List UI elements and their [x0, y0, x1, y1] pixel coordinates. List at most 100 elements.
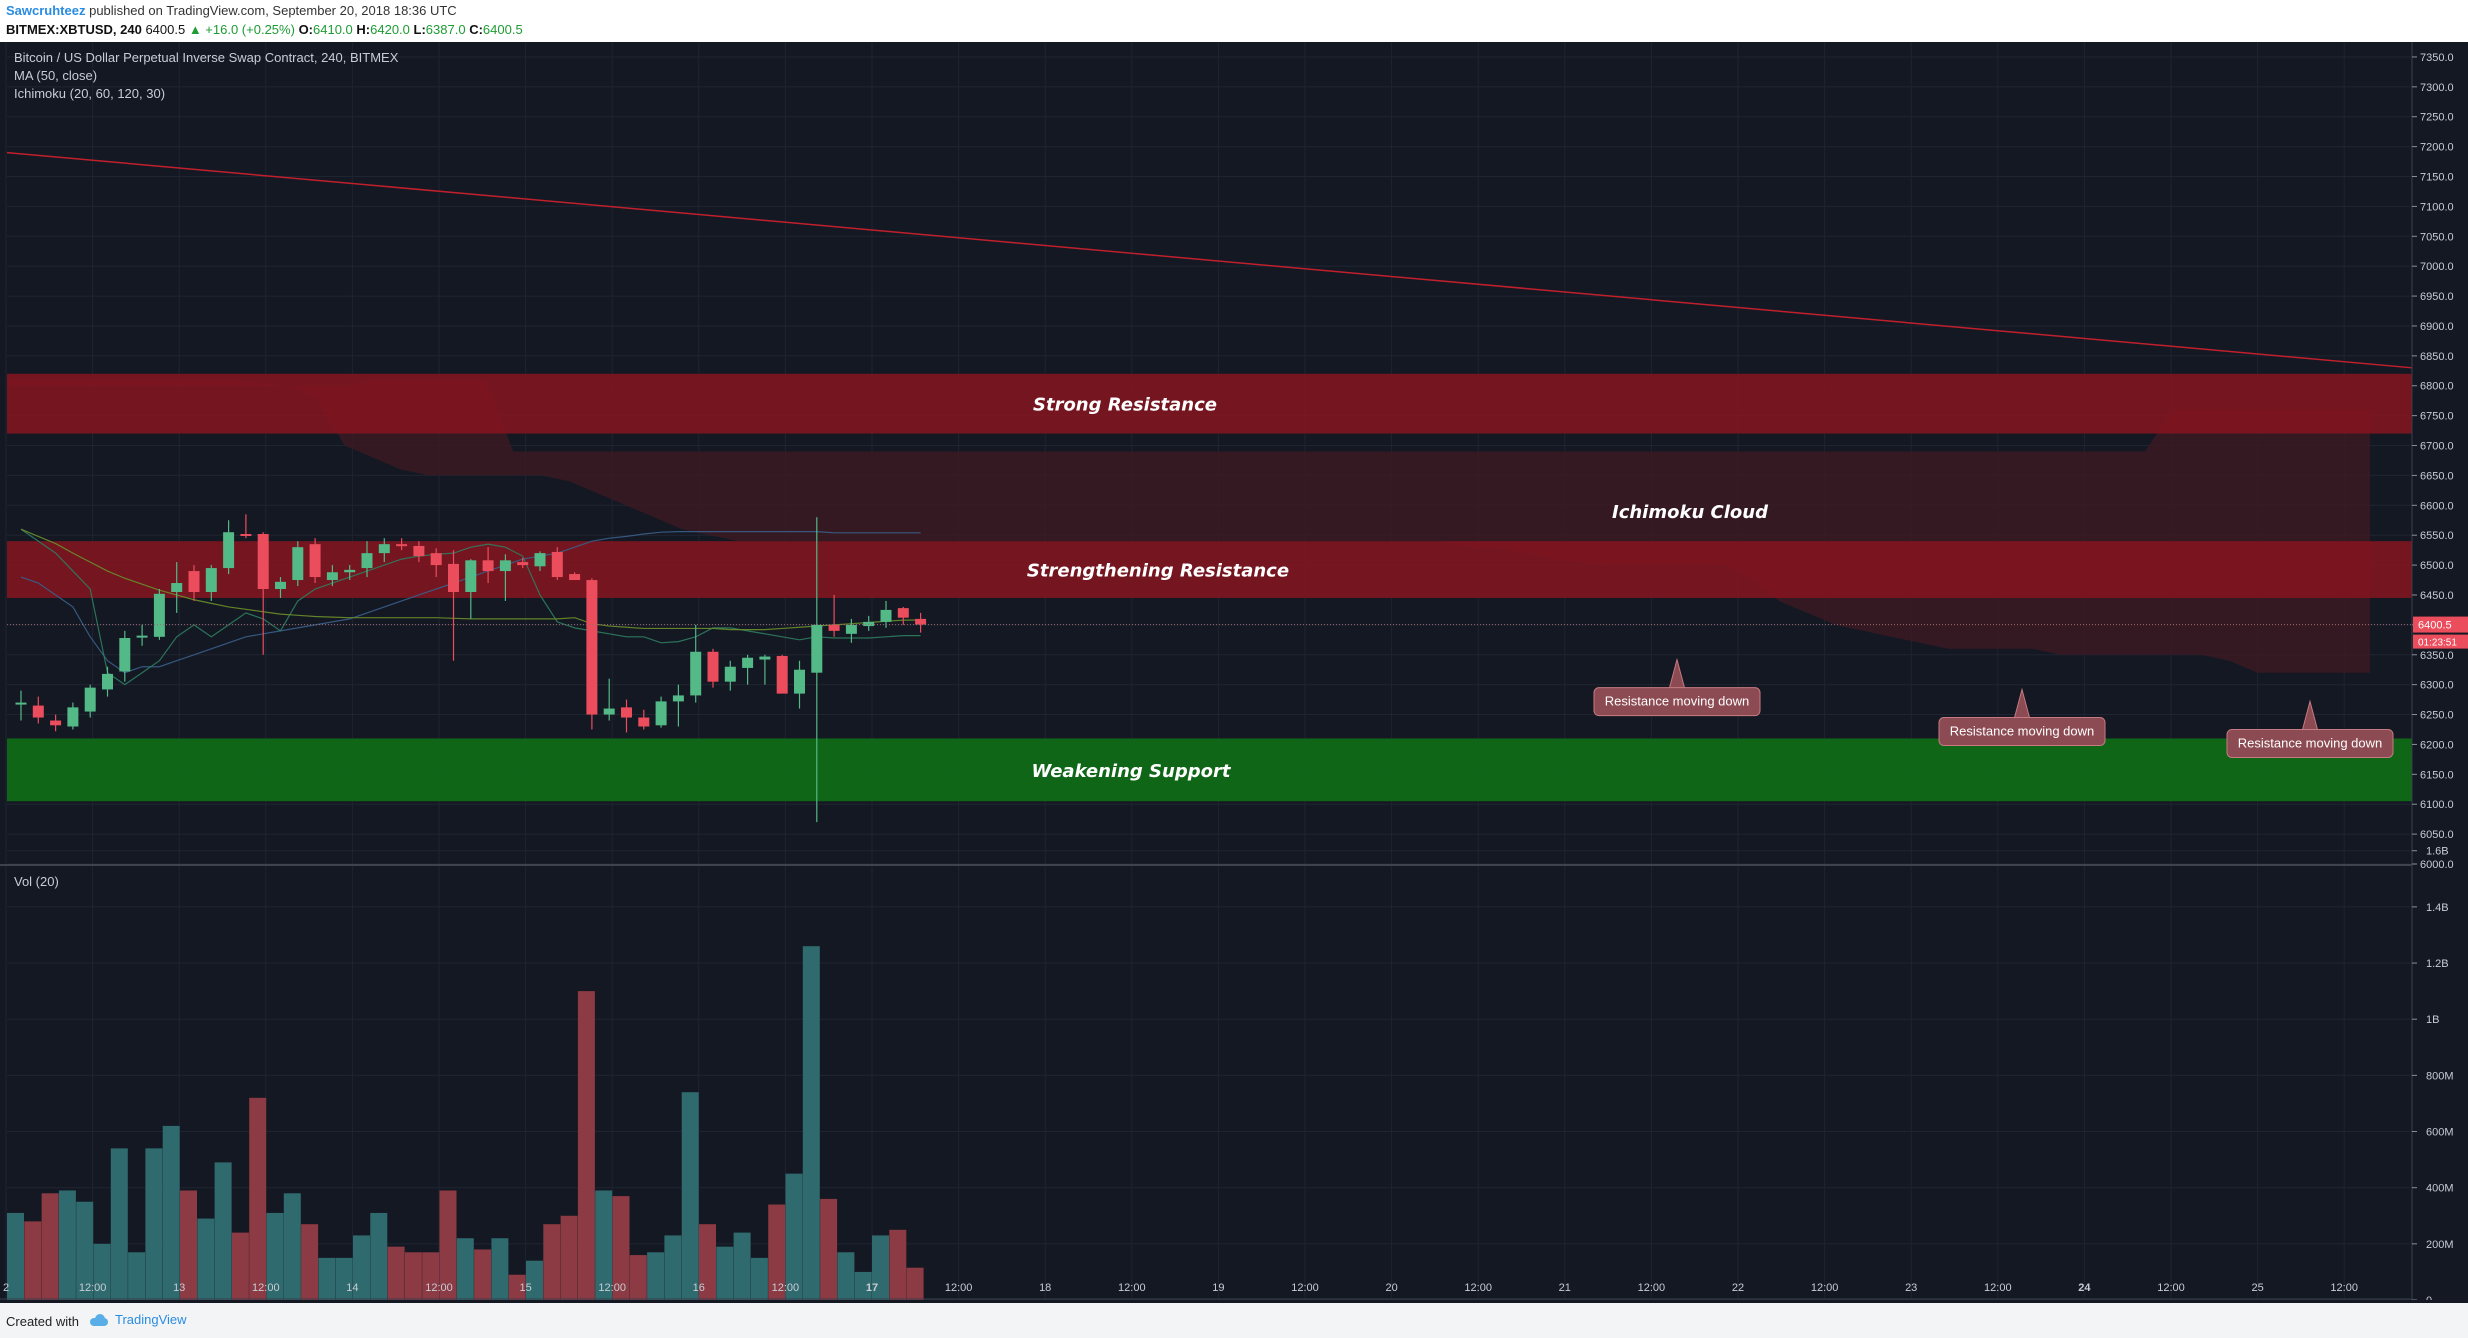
zone-label: Strong Resistance [1033, 395, 1217, 416]
ma-legend[interactable]: MA (50, close) [14, 68, 98, 83]
ichimoku-legend[interactable]: Ichimoku (20, 60, 120, 30) [14, 86, 166, 101]
volume-bar [93, 1243, 111, 1300]
price-tick-label: 6200.0 [2420, 739, 2454, 751]
time-tick-label: 20 [1385, 1282, 1397, 1294]
tradingview-cloud-icon [88, 1313, 110, 1327]
close-value: 6400.5 [482, 22, 523, 37]
volume-bar [439, 1190, 457, 1300]
price-tick-label: 6250.0 [2420, 710, 2454, 722]
candle-body [621, 707, 632, 718]
volume-bar [664, 1235, 682, 1300]
candle-body [794, 669, 805, 694]
candle-body [534, 553, 546, 567]
time-tick-label: 23 [1905, 1282, 1917, 1294]
price-tick-label: 7150.0 [2420, 172, 2454, 184]
volume-bar [214, 1162, 232, 1300]
volume-bar [508, 1274, 526, 1300]
created-with-text: Created with [6, 1314, 79, 1329]
candle-body [759, 656, 771, 660]
candle-body [569, 574, 581, 581]
time-tick-label: 19 [1212, 1282, 1224, 1294]
time-axis-bg [0, 1300, 2468, 1303]
candle-body [413, 545, 425, 557]
chart-background [0, 42, 2468, 1303]
tradingview-brand: TradingView [115, 1312, 187, 1327]
price-change: ▲ +16.0 (+0.25%) [188, 22, 295, 37]
candle-body [517, 562, 529, 566]
candle-body [448, 563, 459, 592]
candle-body [828, 624, 840, 631]
header-bar: Sawcruhteez published on TradingView.com… [0, 0, 2468, 42]
publish-info: Sawcruhteez published on TradingView.com… [6, 3, 457, 18]
candle-body [136, 635, 148, 638]
volume-bar [750, 1257, 768, 1300]
price-tick-label: 7050.0 [2420, 231, 2454, 243]
volume-bar [906, 1267, 924, 1300]
volume-bar [145, 1148, 163, 1300]
price-tick-label: 7200.0 [2420, 142, 2454, 154]
candle-body [102, 673, 113, 690]
author-link[interactable]: Sawcruhteez [6, 3, 86, 18]
candle-body [880, 609, 892, 622]
volume-tick-label: 800M [2426, 1070, 2454, 1082]
volume-bar [474, 1249, 492, 1300]
countdown-label: 01:23:51 [2418, 638, 2457, 649]
candle-body [50, 720, 62, 726]
candle-body [84, 687, 96, 712]
volume-bar [837, 1252, 855, 1300]
price-tick-label: 6600.0 [2420, 500, 2454, 512]
volume-bar [872, 1235, 889, 1300]
chart-svg[interactable]: Strong Resistance Strengthening Resistanc… [0, 42, 2468, 1303]
price-badge [2413, 616, 2468, 633]
time-tick-label: 12:00 [598, 1282, 626, 1294]
volume-bar [889, 1229, 907, 1300]
candle-body [67, 707, 79, 727]
zone-label: Strengthening Resistance [1027, 561, 1289, 582]
candle-body [171, 583, 183, 592]
volume-bar [249, 1097, 267, 1300]
candle-body [465, 560, 477, 592]
time-tick-label: 12:00 [79, 1282, 107, 1294]
price-tick-label: 6300.0 [2420, 680, 2454, 692]
ichimoku-conversion-line [20, 528, 921, 686]
cloud-label: Ichimoku Cloud [1612, 502, 1769, 523]
volume-bar [370, 1212, 388, 1300]
price-tick-label: 6450.0 [2420, 590, 2454, 602]
price-tick-label: 7300.0 [2420, 82, 2454, 94]
candle-body [240, 534, 252, 537]
tradingview-link[interactable]: TradingView [88, 1312, 187, 1327]
candle-body [223, 532, 235, 569]
candle-body [724, 666, 736, 682]
time-tick-label: 12:00 [252, 1282, 280, 1294]
candle-body [326, 572, 338, 581]
chart-area[interactable]: Strong Resistance Strengthening Resistanc… [0, 42, 2468, 1303]
volume-bar [404, 1252, 422, 1300]
volume-bar [41, 1193, 59, 1300]
volume-legend[interactable]: Vol (20) [14, 874, 59, 889]
candle-body [257, 534, 269, 590]
time-tick-label: 24 [2078, 1282, 2091, 1294]
price-tick-label: 6700.0 [2420, 441, 2454, 453]
price-tick-label: 6550.0 [2420, 530, 2454, 542]
volume-tick-label: 1.2B [2426, 958, 2449, 970]
price-tick-label: 6350.0 [2420, 650, 2454, 662]
candle-body [638, 717, 650, 727]
symbol-interval: BITMEX:XBTUSD, 240 [6, 22, 142, 37]
time-tick-label: 12:00 [425, 1282, 453, 1294]
low-label: L: [413, 22, 426, 37]
time-tick-label: 12:00 [772, 1282, 800, 1294]
candle-body [845, 624, 857, 634]
volume-tick-label: 1.4B [2426, 902, 2449, 914]
volume-bar [768, 1204, 786, 1300]
time-tick-label: 12:00 [1118, 1282, 1146, 1294]
footer-bar: Created with TradingView [0, 1303, 2468, 1338]
time-tick-label: 12:00 [1291, 1282, 1319, 1294]
candle-body [603, 708, 615, 715]
volume-tick-label: 200M [2426, 1239, 2454, 1251]
price-axis-bg [2412, 42, 2468, 1303]
volume-bar [162, 1125, 180, 1300]
volume-bar [180, 1190, 197, 1300]
candle-body [275, 581, 286, 590]
candle-body [378, 544, 390, 554]
candle-body [551, 551, 563, 578]
